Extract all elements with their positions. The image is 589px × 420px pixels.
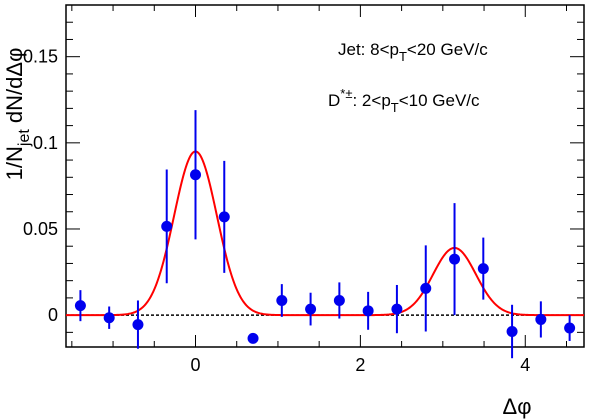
data-point: [218, 211, 230, 223]
data-point: [333, 294, 345, 306]
data-point: [449, 253, 461, 265]
annotation-part: T: [399, 49, 407, 64]
x-tick-label: 0: [190, 355, 200, 375]
data-point: [161, 220, 173, 232]
x-tick-label: 2: [355, 355, 365, 375]
axis-labels: Δφ 1/Njet dN/dΔφ: [2, 48, 532, 419]
y-tick-label: 0.1: [33, 133, 58, 153]
y-axis-label-pre: 1/N: [2, 146, 27, 180]
annotation-jet: Jet: 8<pT<20 GeV/c: [338, 40, 488, 64]
x-axis-label: Δφ: [503, 394, 532, 419]
data-point: [276, 294, 288, 306]
axis-ticks: 0 2 4 0 0.05 0.1 0.15: [23, 5, 584, 375]
data-point: [132, 319, 144, 331]
data-point: [362, 305, 374, 317]
y-axis-label-post: dN/dΔφ: [2, 48, 27, 130]
annotation-part: : 2<p: [352, 91, 390, 110]
data-point: [74, 300, 86, 312]
annotation-part: *±: [340, 86, 352, 101]
y-axis-label: 1/Njet dN/dΔφ: [2, 48, 33, 181]
data-point: [391, 303, 403, 315]
annotation-part: T: [391, 100, 399, 115]
annotation-dstar: D*±: 2<pT<10 GeV/c: [328, 86, 480, 115]
data-point: [190, 169, 201, 181]
y-tick-label: 0: [48, 305, 58, 325]
data-point: [103, 312, 115, 324]
y-axis-label-sub: jet: [16, 129, 33, 147]
y-tick-label: 0.05: [23, 219, 58, 239]
annotation-part: <10 GeV/c: [399, 91, 480, 110]
annotations: Jet: 8<pT<20 GeV/cD*±: 2<pT<10 GeV/c: [328, 40, 488, 115]
data-point: [564, 322, 576, 334]
data-point: [506, 325, 518, 337]
data-point: [535, 313, 547, 325]
annotation-part: Jet: 8<p: [338, 40, 399, 59]
data-point: [305, 303, 317, 315]
annotation-part: D: [328, 91, 340, 110]
data-point: [477, 263, 489, 275]
data-point: [420, 282, 432, 294]
fit-curve: [66, 150, 584, 317]
x-tick-label: 4: [520, 355, 530, 375]
fit-line: [66, 150, 584, 317]
data-points: [74, 110, 576, 359]
plot-frame: [65, 4, 585, 348]
data-point: [247, 332, 259, 344]
y-tick-label: 0.15: [23, 47, 58, 67]
annotation-part: <20 GeV/c: [407, 40, 488, 59]
